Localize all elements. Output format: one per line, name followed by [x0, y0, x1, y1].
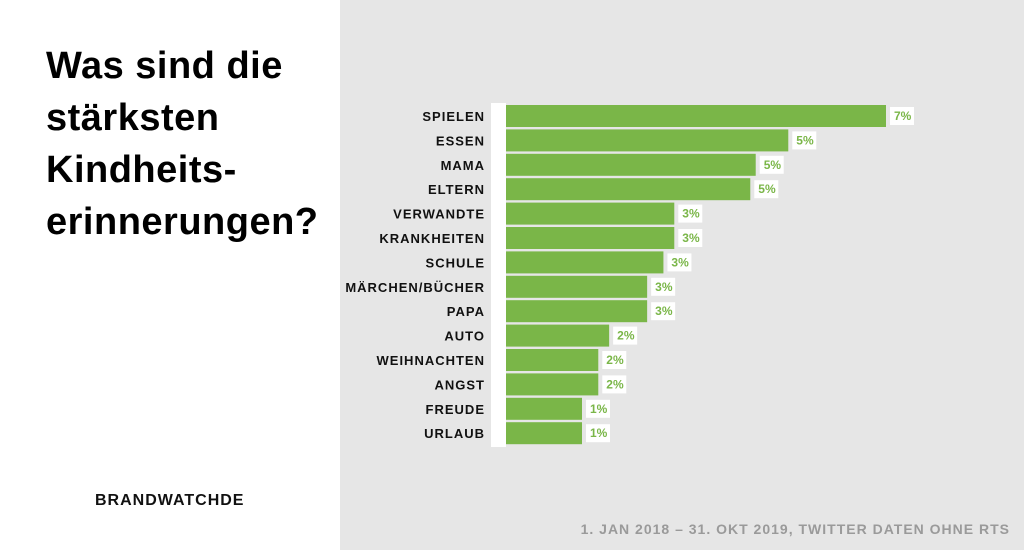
value-label: 3%	[655, 280, 673, 294]
value-label-background	[754, 180, 779, 199]
value-label: 5%	[758, 182, 776, 196]
value-label-background	[890, 107, 914, 125]
value-label: 5%	[796, 133, 814, 147]
value-label: 2%	[617, 329, 635, 343]
bar	[506, 153, 756, 176]
value-label-background	[613, 326, 638, 345]
value-label-background	[651, 302, 676, 321]
category-label: KRANKHEITEN	[379, 231, 485, 246]
value-label: 2%	[606, 377, 624, 391]
value-label: 3%	[682, 231, 700, 245]
bar	[506, 373, 599, 396]
axis-background	[491, 103, 506, 447]
category-label: WEIHNACHTEN	[377, 353, 486, 368]
category-label: PAPA	[447, 304, 485, 319]
value-label-background	[678, 204, 703, 223]
bar	[506, 105, 886, 127]
bar	[506, 300, 648, 323]
value-label: 1%	[590, 426, 608, 440]
category-label: SCHULE	[426, 255, 485, 270]
category-label: URLAUB	[424, 426, 485, 441]
value-label-background	[586, 424, 610, 443]
bar	[506, 275, 648, 298]
category-label: ELTERN	[428, 182, 485, 197]
category-label: VERWANDTE	[393, 207, 485, 222]
title-line: Kindheits-	[46, 149, 237, 191]
bar	[506, 349, 599, 371]
value-label: 1%	[590, 402, 608, 416]
title-line: Was sind die	[46, 45, 283, 87]
bar	[506, 227, 675, 249]
value-label: 5%	[764, 158, 782, 172]
title-panel: Was sind die stärksten Kindheits- erinne…	[0, 0, 340, 550]
value-label-background	[602, 375, 627, 394]
value-label-background	[678, 229, 703, 247]
chart-title: Was sind die stärksten Kindheits- erinne…	[46, 40, 336, 248]
title-line: stärksten	[46, 97, 220, 139]
source-note: 1. JAN 2018 – 31. OKT 2019, TWITTER DATE…	[580, 521, 1010, 537]
bar	[506, 422, 582, 445]
category-label: AUTO	[444, 329, 485, 344]
category-label: ESSEN	[436, 133, 485, 148]
value-label: 2%	[606, 353, 624, 367]
bar	[506, 178, 751, 201]
category-label: ANGST	[435, 377, 486, 392]
value-label-background	[667, 253, 692, 272]
brand-name: BRANDWATCHDE	[95, 492, 245, 509]
category-label: MÄRCHEN/BÜCHER	[345, 280, 485, 295]
bar	[506, 129, 789, 152]
value-label: 3%	[682, 207, 700, 221]
value-label-background	[602, 351, 627, 369]
title-line: erinnerungen?	[46, 201, 319, 243]
bar	[506, 324, 610, 347]
value-label: 3%	[671, 255, 689, 269]
value-label-background	[792, 131, 817, 150]
value-label-background	[651, 277, 676, 296]
value-label: 3%	[655, 304, 673, 318]
value-label-background	[586, 399, 610, 418]
bar	[506, 397, 582, 420]
category-label: MAMA	[441, 158, 485, 173]
value-label: 7%	[894, 109, 912, 123]
value-label-background	[759, 155, 784, 174]
bar	[506, 202, 675, 225]
category-label: SPIELEN	[422, 109, 485, 124]
bar	[506, 251, 664, 274]
category-label: FREUDE	[426, 402, 485, 417]
chart-panel: 1. JAN 2018 – 31. OKT 2019, TWITTER DATE…	[340, 0, 1024, 550]
